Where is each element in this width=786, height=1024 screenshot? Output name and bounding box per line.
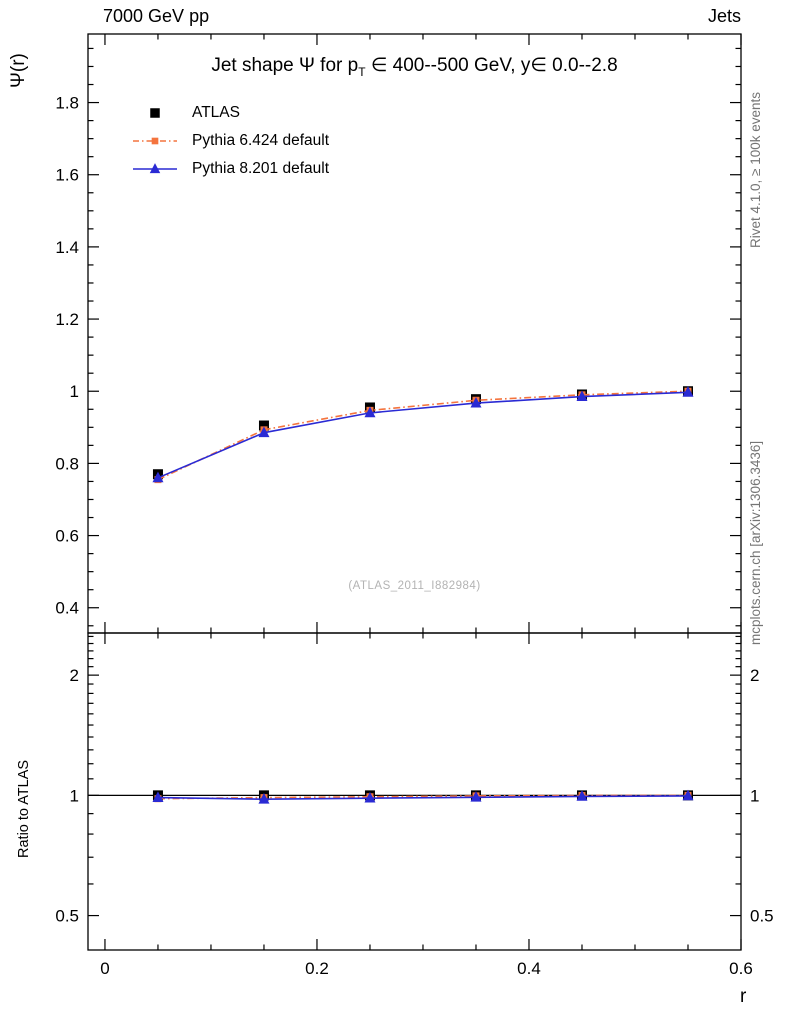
- beam-energy-label: 7000 GeV pp: [103, 6, 210, 26]
- data-marker-triangle: [152, 791, 164, 803]
- ratio-tick-label-left: 1: [70, 786, 79, 805]
- plot-title-subscript: T: [358, 64, 366, 79]
- data-marker-triangle: [152, 471, 164, 483]
- data-marker-triangle: [682, 386, 694, 397]
- y-tick-label: 0.4: [55, 599, 79, 618]
- ratio-panel-frame: [87, 632, 742, 951]
- y-tick-label: 1.6: [55, 166, 79, 185]
- data-marker-triangle: [364, 791, 376, 803]
- data-marker-square: [150, 108, 160, 118]
- legend-label-pythia6: Pythia 6.424 default: [192, 132, 330, 149]
- legend-marker-pythia6: [132, 133, 178, 149]
- series-line-main-1: [157, 390, 689, 481]
- data-marker-triangle: [364, 406, 376, 418]
- ratio-tick-label-right: 0.5: [750, 907, 774, 926]
- plot-title: Jet shape Ψ for pT ∈ 400--500 GeV, y∈ 0.…: [88, 54, 741, 79]
- data-marker-square: [258, 420, 269, 431]
- ratio-tick-label-left: 0.5: [55, 907, 79, 926]
- data-marker-triangle: [682, 789, 694, 801]
- data-marker-triangle: [470, 396, 482, 408]
- plot-title-text: ∈ 400--500 GeV, y∈ 0.0--2.8: [365, 55, 618, 76]
- x-tick-label: 0.6: [729, 959, 753, 978]
- x-tick-label: 0: [100, 959, 109, 978]
- data-marker-triangle: [576, 390, 588, 402]
- ratio-tick-label-left: 2: [70, 666, 79, 685]
- legend-label-pythia8: Pythia 8.201 default: [192, 160, 330, 177]
- legend-item-atlas: ATLAS: [132, 99, 329, 127]
- y-tick-label: 1: [70, 382, 79, 401]
- legend-label-atlas: ATLAS: [192, 104, 240, 121]
- data-marker-triangle: [470, 791, 482, 802]
- x-tick-label: 0.4: [517, 959, 541, 978]
- data-marker-square: [151, 137, 159, 145]
- plot-title-text: Jet shape Ψ for p: [211, 55, 359, 76]
- legend-item-pythia6: Pythia 6.424 default: [132, 127, 329, 155]
- legend-swatch: [150, 108, 160, 118]
- ratio-tick-label-right: 2: [750, 666, 759, 685]
- legend-item-pythia8: Pythia 8.201 default: [132, 155, 329, 183]
- analysis-id-watermark: (ATLAS_2011_I882984): [348, 580, 481, 592]
- y-axis-title: Ψ(r): [8, 53, 29, 88]
- data-marker-triangle: [258, 426, 270, 438]
- data-marker-triangle: [576, 790, 588, 801]
- ratio-tick-label-right: 1: [750, 786, 759, 805]
- ratio-axis-title: Ratio to ATLAS: [16, 759, 32, 858]
- legend-swatch: [133, 137, 177, 145]
- series-line-ratio-1: [157, 794, 689, 800]
- y-tick-label: 0.8: [55, 454, 79, 473]
- legend-marker-atlas: [132, 105, 178, 121]
- x-tick-label: 0.2: [305, 959, 329, 978]
- y-tick-label: 1.2: [55, 310, 79, 329]
- series-line-ratio-2: [157, 795, 689, 801]
- legend: ATLAS Pythia 6.424 default Pythia 8.201 …: [132, 99, 329, 183]
- y-tick-label: 0.6: [55, 527, 79, 546]
- y-tick-label: 1.4: [55, 238, 79, 257]
- legend-marker-pythia8: [132, 161, 178, 177]
- mcplots-reference-note: mcplots.cern.ch [arXiv:1306.3436]: [748, 440, 763, 645]
- series-line-main-2: [157, 391, 689, 479]
- y-tick-label: 1.8: [55, 94, 79, 113]
- analysis-category-label: Jets: [707, 6, 741, 26]
- data-marker-triangle: [149, 163, 161, 174]
- x-axis-title: r: [740, 986, 747, 1007]
- rivet-version-note: Rivet 4.1.0, ≥ 100k events: [748, 92, 763, 248]
- legend-swatch: [133, 163, 177, 174]
- data-marker-triangle: [258, 793, 270, 804]
